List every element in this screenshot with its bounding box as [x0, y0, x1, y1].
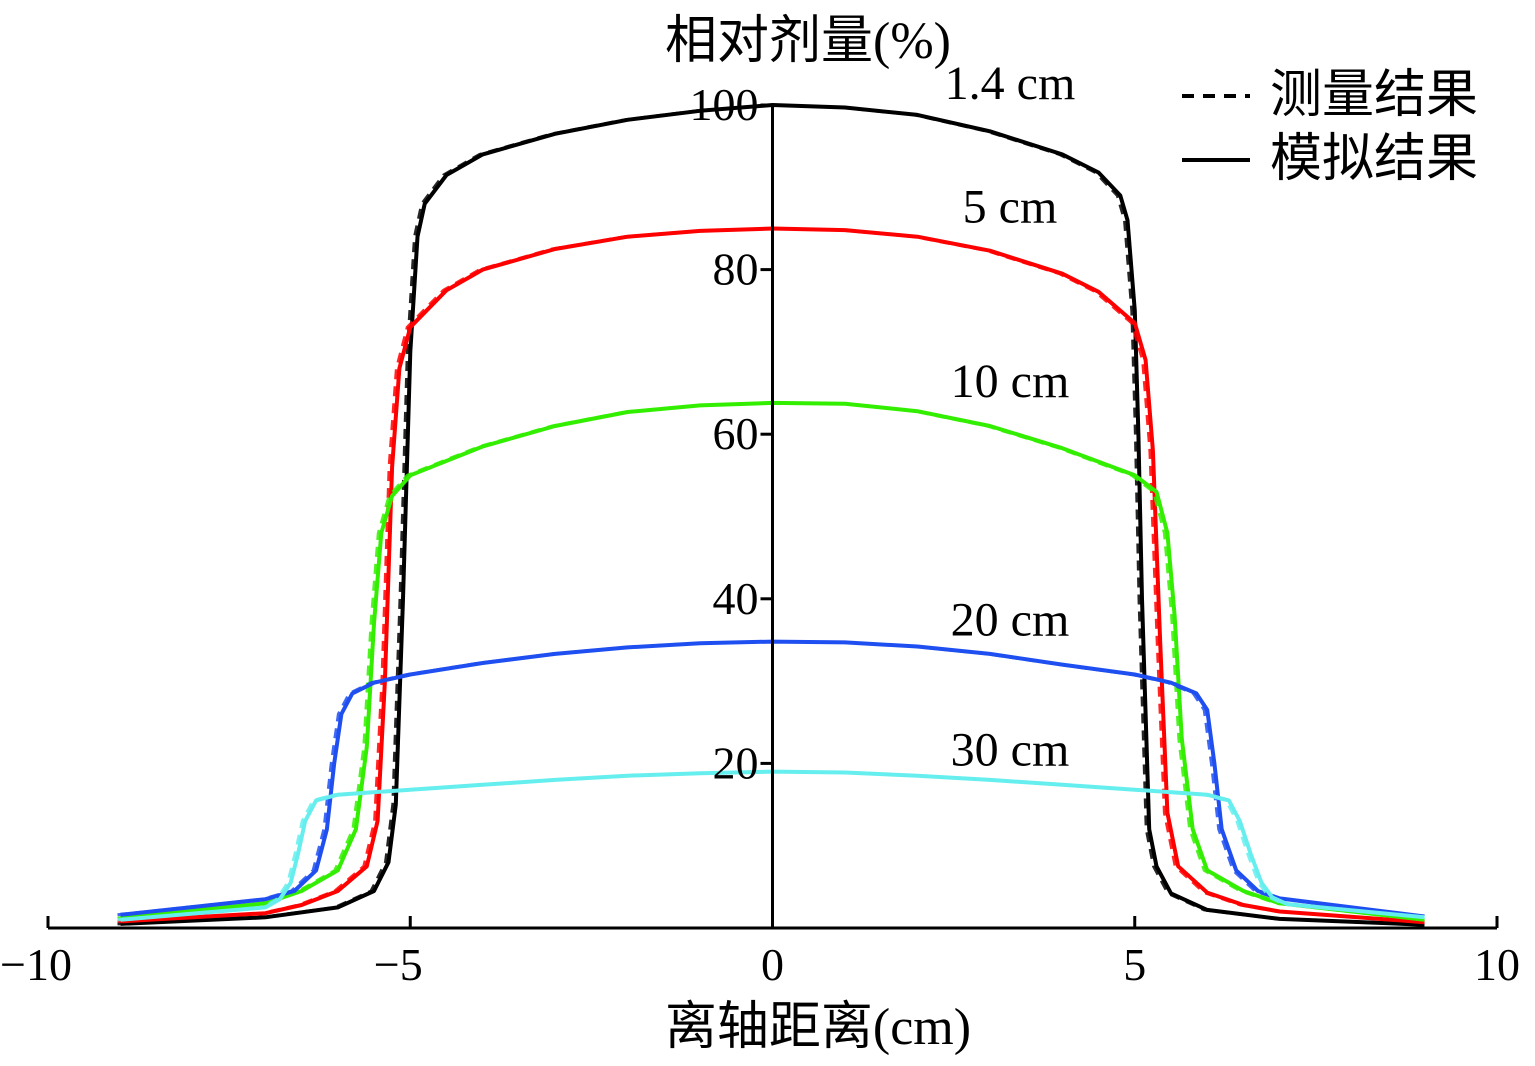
legend-label-0: 测量结果 — [1270, 67, 1478, 124]
x-axis-title: 离轴距离(cm) — [665, 999, 971, 1056]
legend-label-1: 模拟结果 — [1270, 131, 1478, 188]
depth-label-3: 20 cm — [951, 594, 1070, 647]
y-tick-label-2: 60 — [713, 408, 759, 459]
measured-line-4 — [117, 770, 1422, 922]
x-tick-label-1: −5 — [374, 939, 423, 990]
x-tick-label-0: −10 — [0, 939, 72, 990]
axes — [46, 103, 1499, 930]
x-tick-label-3: 5 — [1123, 939, 1146, 990]
y-tick-label-4: 100 — [690, 79, 759, 130]
depth-label-1: 5 cm — [963, 180, 1058, 233]
x-tick-label-4: 10 — [1474, 939, 1520, 990]
depth-label-0: 1.4 cm — [945, 57, 1076, 110]
y-tick-label-3: 80 — [713, 244, 759, 295]
measured-line-3 — [117, 640, 1422, 918]
depth-label-2: 10 cm — [951, 355, 1070, 408]
x-tick-label-2: 0 — [761, 939, 784, 990]
labels: −10 −5 0 5 10 20 40 60 80 100 相对剂量(%) 离轴距离(cm) 1.4 c… — [0, 13, 1520, 1056]
y-tick-label-1: 40 — [713, 573, 759, 624]
y-tick-label-0: 20 — [713, 737, 759, 788]
depth-label-4: 30 cm — [951, 724, 1070, 777]
measured-line-1 — [117, 226, 1422, 924]
y-axis-title: 相对剂量(%) — [665, 13, 951, 70]
measured-line-2 — [117, 401, 1422, 922]
